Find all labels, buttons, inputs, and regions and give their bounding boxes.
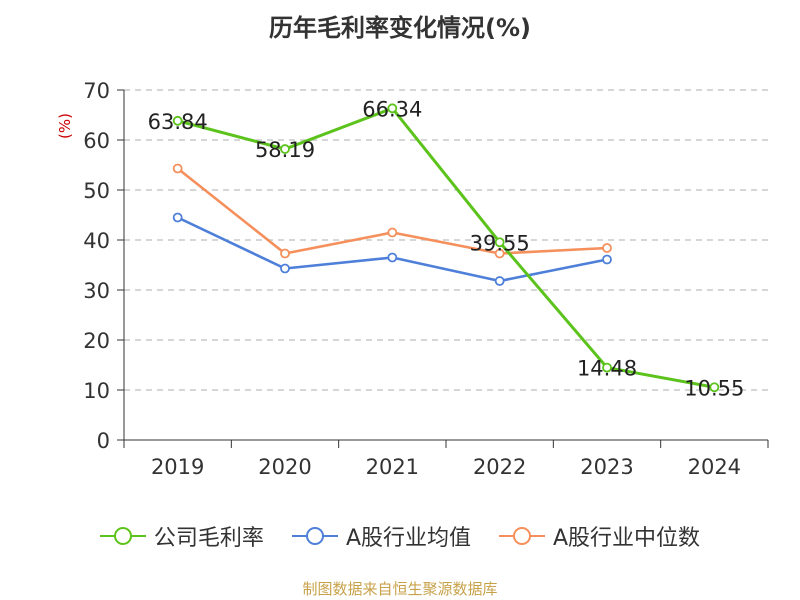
data-labels: 63.84 58.19 66.34 39.55 14.48 10.55 (148, 97, 745, 400)
legend-label: A股行业均值 (345, 526, 471, 551)
data-label: 63.84 (148, 110, 208, 134)
series-group (172, 103, 720, 393)
data-point[interactable] (172, 212, 183, 223)
legend-label: A股行业中位数 (553, 526, 701, 551)
data-label: 10.55 (684, 376, 744, 400)
y-tick-label: 70 (83, 79, 110, 103)
data-point[interactable] (280, 144, 290, 154)
data-label: 39.55 (470, 231, 530, 255)
legend-marker-icon (99, 526, 146, 546)
y-tick-label: 10 (83, 379, 110, 403)
x-tick-label: 2024 (688, 455, 741, 479)
data-point[interactable] (602, 254, 612, 265)
y-tick-labels: 0 10 20 30 40 50 60 70 (83, 79, 110, 453)
data-point[interactable] (280, 263, 290, 274)
series-line (177, 106, 715, 389)
data-point[interactable] (172, 163, 183, 174)
data-label: 58.19 (255, 138, 315, 162)
y-tick-label: 0 (97, 429, 110, 453)
y-tick-label: 40 (83, 229, 110, 253)
data-point[interactable] (494, 237, 505, 248)
legend-label: 公司毛利率 (153, 526, 264, 551)
data-point[interactable] (602, 243, 612, 253)
data-point[interactable] (494, 248, 505, 259)
data-point[interactable] (387, 103, 398, 114)
y-tick-label: 20 (83, 329, 110, 353)
legend-marker-icon (499, 526, 545, 546)
x-tick-labels: 2019 2020 2021 2022 2023 2024 (151, 455, 741, 479)
y-tick-label: 50 (83, 179, 110, 203)
data-label: 14.48 (577, 357, 637, 381)
x-tick-label: 2019 (151, 455, 204, 479)
source-note: 制图数据来自恒生聚源数据库 (302, 580, 498, 598)
y-axis-label: (%) (56, 113, 74, 139)
data-point[interactable] (709, 382, 720, 393)
x-tick-label: 2022 (473, 455, 526, 479)
legend-item-company[interactable]: 公司毛利率 (99, 520, 264, 552)
x-tick-label: 2021 (366, 455, 419, 479)
data-point[interactable] (387, 227, 398, 238)
legend: 公司毛利率 A股行业均值 A股行业中位数 (0, 520, 800, 552)
y-tick-label: 30 (83, 279, 110, 303)
chart-title: 历年毛利率变化情况(%) (269, 14, 531, 42)
data-point[interactable] (280, 248, 290, 259)
y-tick-label: 60 (83, 129, 110, 153)
legend-marker-icon (291, 526, 338, 546)
data-point[interactable] (172, 115, 183, 126)
legend-item-industry-mean[interactable]: A股行业均值 (291, 520, 471, 552)
gridlines (124, 89, 768, 391)
x-tick-label: 2023 (580, 455, 633, 479)
x-tick-label: 2020 (258, 455, 311, 479)
data-point[interactable] (602, 362, 612, 373)
legend-item-industry-median[interactable]: A股行业中位数 (499, 520, 700, 552)
data-point[interactable] (387, 252, 398, 263)
axes (117, 89, 769, 448)
data-label: 66.34 (362, 97, 422, 121)
data-point[interactable] (494, 276, 505, 286)
series-line (177, 216, 608, 283)
